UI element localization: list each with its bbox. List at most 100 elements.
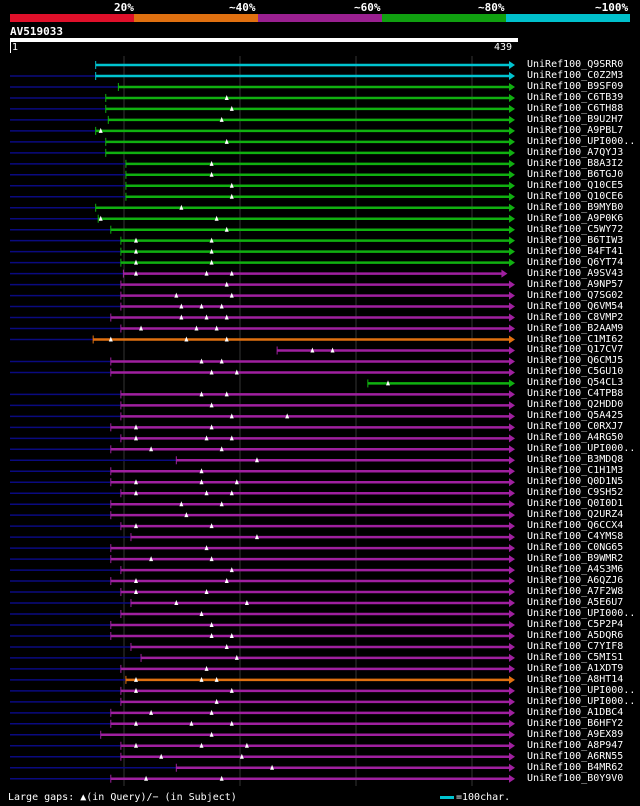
hit-label[interactable]: UniRef100_Q6VM54 <box>527 300 624 312</box>
hit-row[interactable] <box>10 686 515 695</box>
hit-label[interactable]: UniRef100_Q54CL3 <box>527 377 624 389</box>
hit-row[interactable] <box>10 675 515 684</box>
hit-row[interactable] <box>10 511 515 520</box>
hit-label[interactable]: UniRef100_B6TGJ0 <box>527 168 624 180</box>
hit-label[interactable]: UniRef100_A9P0K6 <box>527 212 624 224</box>
hit-label[interactable]: UniRef100_C1MI62 <box>527 333 624 345</box>
hit-row[interactable] <box>10 159 515 168</box>
hit-row[interactable] <box>10 291 515 300</box>
hit-label[interactable]: UniRef100_C0RXJ7 <box>527 421 624 433</box>
hit-row[interactable] <box>10 664 515 673</box>
hit-row[interactable] <box>10 763 515 772</box>
hit-row[interactable] <box>10 489 515 498</box>
hit-label[interactable]: UniRef100_C1H1M3 <box>527 465 624 477</box>
hit-label[interactable]: UniRef100_A1DBC4 <box>527 706 624 718</box>
hit-label[interactable]: UniRef100_C6TH88 <box>527 102 624 114</box>
hit-label[interactable]: UniRef100_Q0I0D1 <box>527 498 624 510</box>
hit-row[interactable] <box>10 445 515 454</box>
hit-label[interactable]: UniRef100_A9EX89 <box>527 728 624 740</box>
hit-row[interactable] <box>10 225 515 234</box>
hit-row[interactable] <box>10 467 515 476</box>
hit-label[interactable]: UniRef100_A9NP57 <box>527 278 624 290</box>
hit-row[interactable] <box>10 774 515 783</box>
hit-row[interactable] <box>10 456 515 465</box>
hit-row[interactable] <box>10 137 515 146</box>
hit-label[interactable]: UniRef100_A6RN55 <box>527 750 624 762</box>
hit-row[interactable] <box>10 697 515 706</box>
hit-row[interactable] <box>10 642 515 651</box>
hit-row[interactable] <box>10 181 515 190</box>
hit-row[interactable] <box>10 708 515 717</box>
hit-label[interactable]: UniRef100_A4RG50 <box>527 432 624 444</box>
hit-row[interactable] <box>10 236 515 245</box>
hit-row[interactable] <box>10 741 515 750</box>
hit-label[interactable]: UniRef100_A8P947 <box>527 739 624 751</box>
hit-label[interactable]: UniRef100_B9MYB0 <box>527 201 624 213</box>
hit-label[interactable]: UniRef100_C5WY72 <box>527 223 624 235</box>
hit-label[interactable]: UniRef100_A6QZJ6 <box>527 575 624 587</box>
hit-label[interactable]: UniRef100_B9U2H7 <box>527 113 624 125</box>
hit-label[interactable]: UniRef100_B4FT41 <box>527 245 624 257</box>
hit-label[interactable]: UniRef100_Q7SG02 <box>527 289 624 301</box>
hit-label[interactable]: UniRef100_B0Y9V0 <box>527 772 624 784</box>
hit-label[interactable]: UniRef100_Q10CE6 <box>527 190 624 202</box>
hit-label[interactable]: UniRef100_Q6YT74 <box>527 256 624 268</box>
hit-label[interactable]: UniRef100_B8A3I2 <box>527 157 624 169</box>
hit-row[interactable] <box>10 620 515 629</box>
hit-label[interactable]: UniRef100_UPI000.. <box>527 695 636 707</box>
hit-row[interactable] <box>10 269 508 278</box>
hit-label[interactable]: UniRef100_A4S3M6 <box>527 564 624 576</box>
hit-row[interactable] <box>10 599 515 608</box>
hit-row[interactable] <box>10 423 515 432</box>
hit-label[interactable]: UniRef100_UPI000.. <box>527 443 636 455</box>
hit-label[interactable]: UniRef100_Q6CCX4 <box>527 520 624 532</box>
hit-label[interactable]: UniRef100_C4YMS8 <box>527 531 624 543</box>
hit-label[interactable]: UniRef100_Q2URZ4 <box>527 509 624 521</box>
hit-label[interactable]: UniRef100_UPI000.. <box>527 684 636 696</box>
hit-label[interactable]: UniRef100_C0Z2M3 <box>527 69 624 81</box>
hit-row[interactable] <box>10 555 515 564</box>
hit-label[interactable]: UniRef100_A5DQR6 <box>527 629 624 641</box>
hit-row[interactable] <box>10 104 515 113</box>
hit-row[interactable] <box>10 412 515 421</box>
hit-label[interactable]: UniRef100_C5MIS1 <box>527 651 624 663</box>
hit-label[interactable]: UniRef100_A9SV43 <box>527 267 624 279</box>
hit-label[interactable]: UniRef100_C5P2P4 <box>527 618 624 630</box>
hit-label[interactable]: UniRef100_Q10CE5 <box>527 179 624 191</box>
hit-row[interactable] <box>10 247 515 256</box>
hit-row[interactable] <box>10 719 515 728</box>
hit-label[interactable]: UniRef100_B6HFY2 <box>527 717 624 729</box>
hit-row[interactable] <box>10 126 515 135</box>
hit-label[interactable]: UniRef100_C7YIF8 <box>527 640 624 652</box>
hit-label[interactable]: UniRef100_C5GU10 <box>527 366 624 378</box>
hit-row[interactable] <box>10 566 515 575</box>
hit-row[interactable] <box>10 653 515 662</box>
hit-row[interactable] <box>276 346 515 355</box>
hit-label[interactable]: UniRef100_Q6CMJ5 <box>527 355 624 367</box>
hit-row[interactable] <box>10 368 515 377</box>
hit-row[interactable] <box>10 170 515 179</box>
hit-label[interactable]: UniRef100_Q0D1N5 <box>527 476 624 488</box>
hit-label[interactable]: UniRef100_C8VMP2 <box>527 311 624 323</box>
hit-label[interactable]: UniRef100_B9WMR2 <box>527 553 624 565</box>
hit-row[interactable] <box>10 544 515 553</box>
hit-row[interactable] <box>10 500 515 509</box>
hit-row[interactable] <box>367 379 515 388</box>
hit-row[interactable] <box>10 357 515 366</box>
hit-label[interactable]: UniRef100_UPI000.. <box>527 608 636 619</box>
hit-label[interactable]: UniRef100_Q5A425 <box>527 410 624 422</box>
hit-row[interactable] <box>10 71 515 80</box>
hit-label[interactable]: UniRef100_A7QYJ3 <box>527 146 624 158</box>
hit-row[interactable] <box>10 577 515 586</box>
hit-row[interactable] <box>10 324 515 333</box>
hit-label[interactable]: UniRef100_B3MDQ8 <box>527 454 624 466</box>
hit-label[interactable]: UniRef100_Q17CV7 <box>527 344 624 356</box>
hit-row[interactable] <box>10 522 515 531</box>
hit-row[interactable] <box>10 280 515 289</box>
hit-label[interactable]: UniRef100_A8HT14 <box>527 673 624 685</box>
hit-row[interactable] <box>10 192 515 201</box>
hit-label[interactable]: UniRef100_B2AAM9 <box>527 322 624 334</box>
hit-label[interactable]: UniRef100_C4TPB8 <box>527 388 624 400</box>
hit-label[interactable]: UniRef100_C0NG65 <box>527 542 624 554</box>
hit-row[interactable] <box>10 148 515 157</box>
